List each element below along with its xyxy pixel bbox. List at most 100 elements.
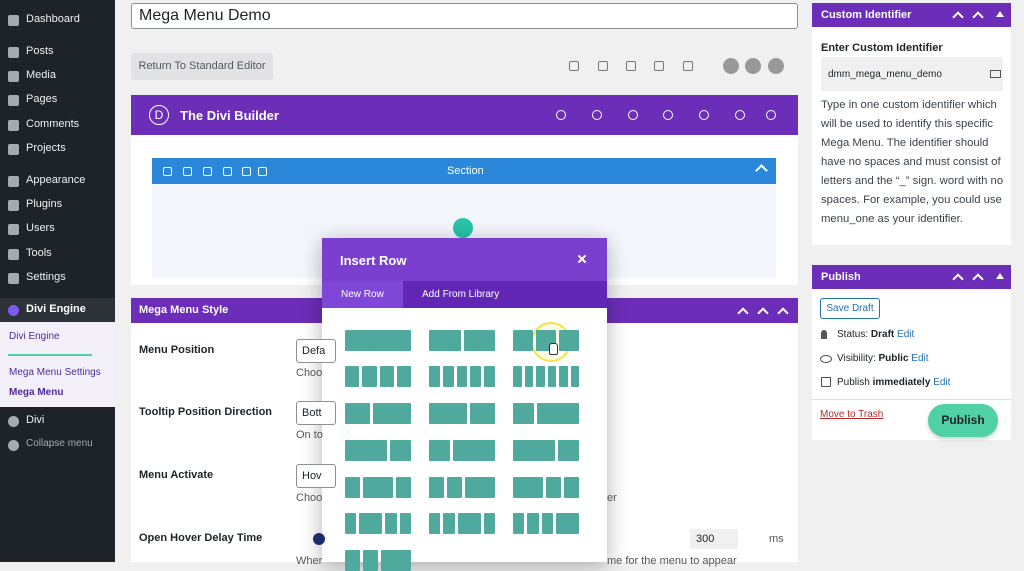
section-icon[interactable]: [242, 167, 251, 176]
section-icon[interactable]: [258, 167, 267, 176]
row-layout-column[interactable]: [465, 477, 495, 498]
row-layout-column[interactable]: [442, 366, 454, 387]
select[interactable]: Defa: [296, 339, 336, 363]
menu-item[interactable]: Settings: [26, 271, 66, 283]
row-layout-column[interactable]: [443, 513, 455, 534]
row-layout-column[interactable]: [570, 366, 579, 387]
row-layout-column[interactable]: [345, 366, 360, 387]
row-layout-column[interactable]: [470, 366, 482, 387]
row-layout-column[interactable]: [536, 366, 545, 387]
toolbar-icon[interactable]: [626, 61, 636, 71]
value-input[interactable]: 300: [690, 529, 738, 549]
row-layout-column[interactable]: [429, 513, 441, 534]
row-layout-column[interactable]: [469, 403, 495, 424]
publish-button[interactable]: Publish: [928, 404, 998, 437]
move-arrow[interactable]: [996, 11, 1004, 17]
row-layout-column[interactable]: [559, 366, 568, 387]
row-layout-column[interactable]: [513, 513, 525, 534]
row-layout-column[interactable]: [463, 330, 495, 351]
row-layout-column[interactable]: [429, 366, 440, 387]
round-icon[interactable]: [723, 58, 739, 74]
row-layout-column[interactable]: [345, 440, 387, 461]
row-layout-column[interactable]: [363, 550, 378, 571]
builder-icon[interactable]: [628, 110, 638, 120]
row-layout-column[interactable]: [453, 440, 495, 461]
edit-link[interactable]: Edit: [897, 329, 915, 340]
builder-icon[interactable]: [766, 110, 776, 120]
row-layout-column[interactable]: [373, 403, 411, 424]
builder-icon[interactable]: [735, 110, 745, 120]
slider-knob[interactable]: [313, 533, 325, 545]
row-layout-column[interactable]: [546, 477, 561, 498]
row-layout-column[interactable]: [456, 366, 468, 387]
row-layout-column[interactable]: [556, 513, 579, 534]
row-layout-column[interactable]: [429, 330, 461, 351]
menu-item[interactable]: Plugins: [26, 198, 63, 210]
row-layout-column[interactable]: [345, 477, 360, 498]
menu-item[interactable]: Divi: [26, 414, 45, 426]
builder-icon[interactable]: [699, 110, 709, 120]
row-layout-column[interactable]: [537, 403, 579, 424]
edit-link[interactable]: Edit: [933, 377, 951, 388]
menu-item[interactable]: Collapse menu: [26, 438, 93, 449]
row-layout-column[interactable]: [483, 513, 495, 534]
row-layout-column[interactable]: [513, 403, 534, 424]
row-layout-column[interactable]: [429, 477, 444, 498]
tab[interactable]: New Row: [341, 289, 384, 300]
row-layout-column[interactable]: [359, 513, 383, 534]
row-layout-column[interactable]: [564, 477, 579, 498]
save-draft-button[interactable]: Save Draft: [820, 298, 880, 319]
menu-item[interactable]: Users: [26, 222, 55, 234]
row-layout-column[interactable]: [345, 513, 357, 534]
edit-link[interactable]: Edit: [911, 353, 929, 364]
row-layout-column[interactable]: [362, 366, 377, 387]
toolbar-icon[interactable]: [683, 61, 693, 71]
row-layout-column[interactable]: [547, 366, 556, 387]
row-layout-column[interactable]: [559, 330, 579, 351]
row-layout-column[interactable]: [385, 513, 397, 534]
section-icon[interactable]: [223, 167, 232, 176]
row-layout-column[interactable]: [513, 440, 555, 461]
builder-icon[interactable]: [592, 110, 602, 120]
menu-item[interactable]: Posts: [26, 45, 54, 57]
menu-item[interactable]: Pages: [26, 93, 58, 105]
menu-item[interactable]: Media: [26, 69, 56, 81]
menu-item[interactable]: Projects: [26, 142, 66, 154]
round-icon[interactable]: [768, 58, 784, 74]
round-icon[interactable]: [745, 58, 761, 74]
row-layout-column[interactable]: [390, 440, 411, 461]
row-layout-column[interactable]: [447, 477, 462, 498]
move-arrow[interactable]: [996, 273, 1004, 279]
row-layout-column[interactable]: [363, 477, 393, 498]
row-layout-column[interactable]: [399, 513, 411, 534]
toolbar-icon[interactable]: [569, 61, 579, 71]
toolbar-icon[interactable]: [598, 61, 608, 71]
row-layout-column[interactable]: [524, 366, 533, 387]
return-button[interactable]: Return To Standard Editor: [131, 53, 273, 80]
row-layout-column[interactable]: [396, 477, 411, 498]
menu-item[interactable]: Comments: [26, 118, 80, 130]
builder-icon[interactable]: [556, 110, 566, 120]
row-layout-column[interactable]: [541, 513, 554, 534]
toolbar-icon[interactable]: [654, 61, 664, 71]
menu-item[interactable]: Appearance: [26, 174, 86, 186]
section-icon[interactable]: [203, 167, 212, 176]
trash-link[interactable]: Move to Trash: [820, 409, 884, 420]
post-title-input[interactable]: Mega Menu Demo: [131, 3, 798, 29]
row-layout-column[interactable]: [513, 477, 543, 498]
menu-item[interactable]: Dashboard: [26, 13, 80, 25]
row-layout-column[interactable]: [527, 513, 539, 534]
row-layout-column[interactable]: [513, 330, 533, 351]
row-layout-column[interactable]: [558, 440, 579, 461]
select[interactable]: Hov: [296, 464, 336, 488]
row-layout-column[interactable]: [513, 366, 522, 387]
builder-icon[interactable]: [663, 110, 673, 120]
row-layout-column[interactable]: [345, 330, 411, 351]
menu-item[interactable]: Tools: [26, 247, 52, 259]
menu-item-active[interactable]: Divi Engine: [26, 303, 86, 315]
identifier-input[interactable]: [821, 57, 1003, 91]
row-layout-column[interactable]: [379, 366, 394, 387]
add-row-button[interactable]: [453, 218, 473, 238]
section-icon[interactable]: [163, 167, 172, 176]
row-layout-column[interactable]: [345, 403, 371, 424]
